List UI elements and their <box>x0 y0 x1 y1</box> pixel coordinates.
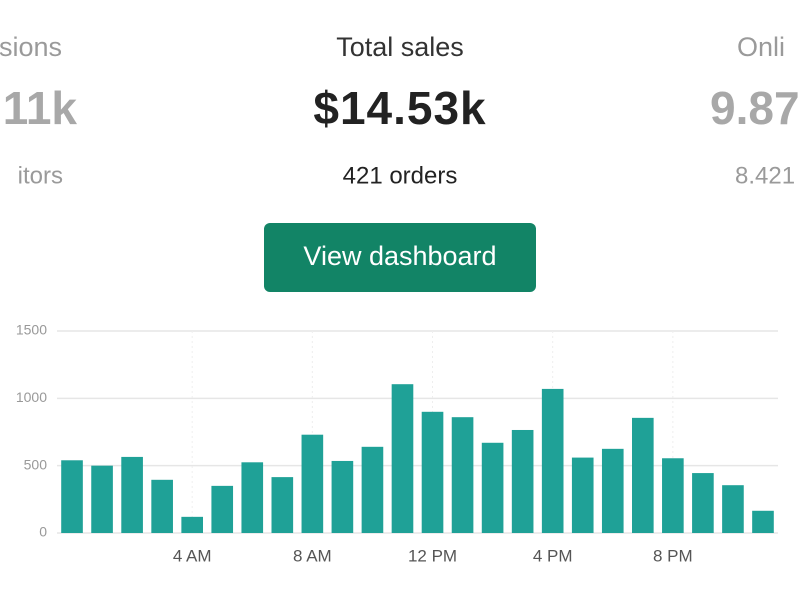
stat-value: 9.87 <box>710 82 800 134</box>
stat-label: sions <box>0 32 62 62</box>
x-tick-label: 8 PM <box>653 546 693 565</box>
bar <box>601 448 624 533</box>
stat-sub: 421 orders <box>343 162 458 189</box>
bar <box>692 473 714 533</box>
bar <box>511 429 534 533</box>
x-tick-label: 12 PM <box>408 546 457 565</box>
stat-sub: 8.421 <box>735 162 795 189</box>
y-tick-label: 1000 <box>16 389 47 405</box>
bar <box>722 485 744 533</box>
bar <box>91 465 113 533</box>
bar <box>571 457 594 533</box>
bar <box>151 479 173 533</box>
view-dashboard-button[interactable]: View dashboard <box>264 223 536 292</box>
x-tick-label: 4 PM <box>533 546 573 565</box>
stat-sub: itors <box>18 162 63 189</box>
bar <box>301 434 324 533</box>
stat-center: Total sales $14.53k 421 orders <box>313 32 486 189</box>
stat-label: Onli <box>737 32 785 62</box>
bar <box>421 411 444 533</box>
button-bg[interactable] <box>264 223 536 292</box>
y-tick-label: 0 <box>39 524 47 540</box>
bar <box>481 442 504 533</box>
bar <box>271 477 294 533</box>
stat-right: Onli 9.87 8.421 <box>710 32 800 189</box>
bar <box>181 516 204 533</box>
bar <box>451 417 474 533</box>
bar <box>61 460 83 533</box>
stat-label: Total sales <box>336 32 464 62</box>
bar <box>241 462 264 533</box>
bar <box>662 458 684 533</box>
bar <box>631 417 654 533</box>
bar <box>391 384 414 533</box>
bar <box>121 456 143 533</box>
stat-value: 11k <box>3 82 78 134</box>
bar <box>361 446 384 533</box>
button-label[interactable]: View dashboard <box>303 241 496 271</box>
bar <box>752 510 774 533</box>
bar <box>541 388 564 533</box>
y-tick-label: 1500 <box>16 322 47 338</box>
stat-value: $14.53k <box>313 82 486 134</box>
stat-left: sions 11k itors <box>0 32 77 189</box>
x-tick-label: 8 AM <box>293 546 332 565</box>
chart: 0 500 1000 1500 4 AM 8 AM 12 PM 4 PM 8 PM <box>16 322 778 565</box>
y-tick-label: 500 <box>24 456 48 472</box>
bar <box>331 460 354 533</box>
bar <box>211 485 234 533</box>
x-tick-label: 4 AM <box>173 546 212 565</box>
